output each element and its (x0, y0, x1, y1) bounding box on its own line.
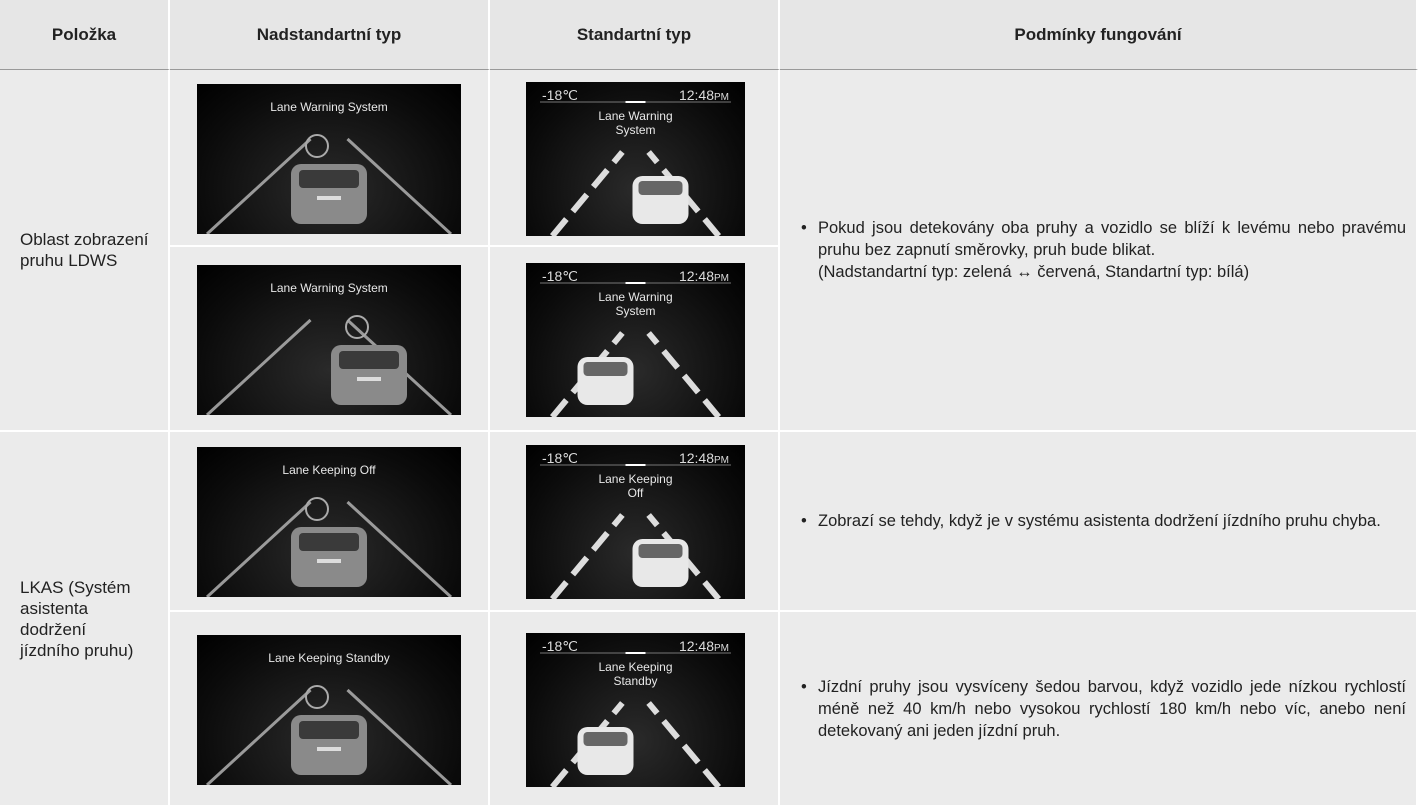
time: 12:48 (678, 86, 714, 103)
condition-cell: Zobrazí se tehdy, když je v systému asis… (780, 432, 1418, 612)
premium-display: Lane Warning System (197, 264, 461, 415)
time-period: PM (714, 91, 729, 103)
standard-display: -18℃ 12:48PM Lane Keeping Standby (526, 632, 745, 787)
time-period: PM (714, 272, 729, 284)
standard-display: -18℃ 12:48PM Lane Warning System (526, 262, 745, 417)
display-message: Lane Keeping Standby (598, 659, 673, 688)
clock: 12:48PM (679, 638, 729, 654)
clock: 12:48PM (679, 450, 729, 466)
time-period: PM (714, 455, 729, 466)
header-cell: Podmínky fungování (780, 0, 1418, 70)
condition-text: Pokud jsou detekovány oba pruhy a vozidl… (801, 217, 1406, 261)
temperature: -18℃ (542, 637, 578, 654)
condition-text: Zobrazí se tehdy, když je v systému asis… (801, 510, 1406, 532)
display-message: Lane Keeping Off (598, 472, 673, 500)
display-message: Lane Warning System (598, 289, 673, 318)
clock: 12:48PM (679, 268, 729, 284)
temperature: -18℃ (542, 86, 578, 103)
display-graphic (205, 133, 453, 234)
premium-display: Lane Warning System (197, 83, 461, 234)
display-graphic (540, 651, 731, 787)
condition-cell: Pokud jsou detekovány oba pruhy a vozidl… (780, 70, 1418, 432)
display-graphic (540, 464, 731, 599)
temperature: -18℃ (542, 450, 578, 466)
condition-cell: Jízdní pruhy jsou vysvíceny šedou barvou… (780, 612, 1418, 807)
time: 12:48 (678, 267, 714, 284)
item-cell: Oblast zobrazení pruhu LDWS (0, 70, 170, 432)
time: 12:48 (678, 450, 714, 466)
display-graphic (205, 497, 453, 597)
display-message: Lane Keeping Standby (268, 650, 390, 665)
display-message: Lane Warning System (598, 108, 673, 137)
display-message: Lane Warning System (270, 99, 388, 114)
premium-display: Lane Keeping Off (197, 447, 461, 597)
header-cell: Standartní typ (490, 0, 780, 70)
temperature: -18℃ (542, 267, 578, 284)
condition-text: Jízdní pruhy jsou vysvíceny šedou barvou… (801, 676, 1406, 742)
time: 12:48 (678, 637, 714, 654)
clock: 12:48PM (679, 87, 729, 103)
item-cell: LKAS (Systém asistenta dodržení jízdního… (0, 432, 170, 807)
time-period: PM (714, 642, 729, 654)
premium-display: Lane Keeping Standby (197, 634, 461, 785)
header-cell: Nadstandartní typ (170, 0, 490, 70)
display-message: Lane Warning System (270, 280, 388, 295)
display-graphic (540, 281, 731, 417)
standard-display: -18℃ 12:48PM Lane Warning System (526, 81, 745, 236)
condition-note: (Nadstandartní typ: zelená ↔ červená, St… (818, 263, 1250, 281)
standard-display: -18℃ 12:48PM Lane Keeping Off (526, 445, 745, 599)
display-message: Lane Keeping Off (282, 463, 376, 477)
display-graphic (205, 684, 453, 785)
header-cell: Položka (0, 0, 170, 70)
display-graphic (540, 100, 731, 236)
display-graphic (205, 314, 453, 415)
